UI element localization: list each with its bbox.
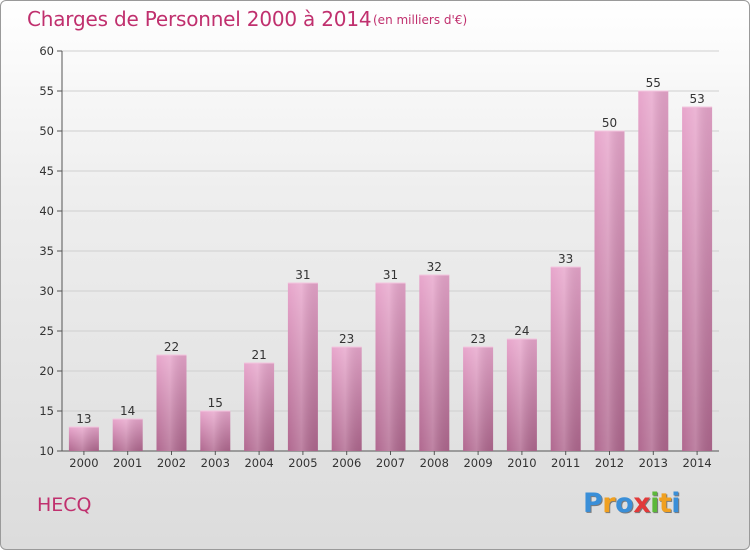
chart-title: Charges de Personnel 2000 à 2014 — [27, 7, 372, 31]
data-label: 14 — [120, 404, 135, 418]
x-tick-label: 2007 — [376, 456, 405, 470]
bar-shine — [331, 347, 362, 451]
data-label: 31 — [383, 268, 398, 282]
bar-shine — [506, 339, 537, 451]
data-label: 55 — [646, 76, 661, 90]
y-tick-label: 40 — [39, 204, 54, 218]
data-label: 23 — [339, 332, 354, 346]
bar-shine — [594, 131, 625, 451]
x-tick-label: 2002 — [157, 456, 186, 470]
x-tick-label: 2000 — [69, 456, 98, 470]
y-tick-label: 50 — [39, 124, 54, 138]
logo-letter: r — [602, 488, 616, 519]
data-label: 31 — [295, 268, 310, 282]
bar-shine — [200, 411, 231, 451]
bar-shine — [682, 107, 713, 451]
bar-shine — [550, 267, 581, 451]
logo-letter: x — [633, 488, 651, 519]
y-tick-label: 30 — [39, 284, 54, 298]
bar-shine — [112, 419, 143, 451]
data-label: 23 — [470, 332, 485, 346]
data-label: 15 — [208, 396, 223, 410]
bar-shine — [156, 355, 187, 451]
x-tick-label: 2014 — [682, 456, 711, 470]
data-label: 13 — [76, 412, 91, 426]
data-label: 24 — [514, 324, 529, 338]
logo-letter: i — [671, 488, 681, 519]
y-tick-label: 60 — [39, 44, 54, 58]
x-tick-label: 2004 — [244, 456, 273, 470]
logo-letter: P — [583, 488, 603, 519]
x-tick-label: 2011 — [551, 456, 580, 470]
bar-shine — [68, 427, 99, 451]
logo-letter: o — [615, 488, 634, 519]
y-tick-label: 10 — [39, 444, 54, 458]
data-label: 33 — [558, 252, 573, 266]
x-tick-label: 2003 — [201, 456, 230, 470]
bar-shine — [244, 363, 275, 451]
x-tick-label: 2009 — [463, 456, 492, 470]
y-tick-label: 15 — [39, 404, 54, 418]
x-tick-label: 2001 — [113, 456, 142, 470]
x-tick-label: 2008 — [420, 456, 449, 470]
logo-letter: i — [650, 488, 659, 519]
data-label: 32 — [427, 260, 442, 274]
labels: 13 2000 14 2001 22 2002 15 2003 21 2004 31 2005 23 20… — [69, 76, 711, 470]
chart-subtitle: (en milliers d'€) — [373, 13, 468, 27]
logo-letter: t — [658, 488, 672, 519]
data-label: 22 — [164, 340, 179, 354]
bars — [68, 90, 713, 451]
proxiti-logo[interactable]: Proxiti — [583, 488, 681, 519]
data-label: 53 — [689, 92, 704, 106]
y-tick-label: 55 — [39, 84, 54, 98]
data-label: 50 — [602, 116, 617, 130]
x-tick-label: 2013 — [639, 456, 668, 470]
y-tick-label: 20 — [39, 364, 54, 378]
bar-shine — [638, 91, 669, 451]
x-tick-label: 2010 — [507, 456, 536, 470]
y-tick-label: 35 — [39, 244, 54, 258]
x-tick-label: 2005 — [288, 456, 317, 470]
data-label: 21 — [251, 348, 266, 362]
x-tick-label: 2006 — [332, 456, 361, 470]
commune-name: HECQ — [37, 494, 92, 516]
bar-shine — [463, 347, 494, 451]
x-tick-label: 2012 — [595, 456, 624, 470]
bar-shine — [287, 283, 318, 451]
y-tick-label: 45 — [39, 164, 54, 178]
bar-shine — [419, 275, 450, 451]
y-tick-label: 25 — [39, 324, 54, 338]
bar-shine — [375, 283, 406, 451]
